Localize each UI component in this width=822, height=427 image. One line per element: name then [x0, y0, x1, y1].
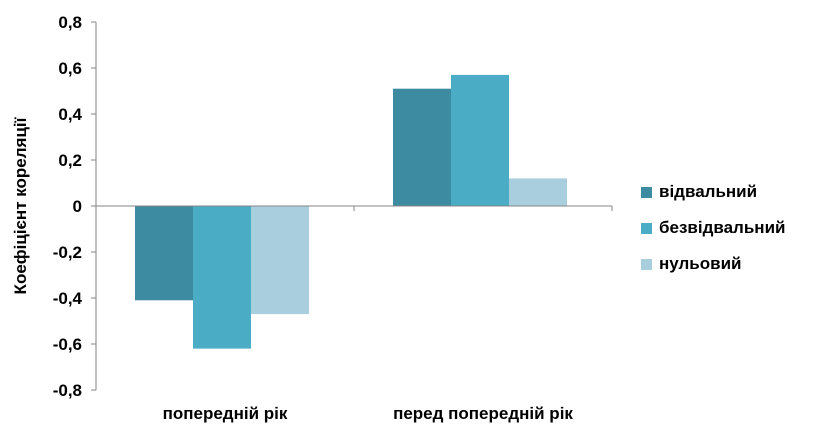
x-axis: попередній рік перед попередній рік	[95, 205, 613, 423]
y-tick-label: 0,8	[58, 13, 82, 32]
bar-1-1	[135, 206, 193, 301]
y-axis-label: Коефіцієнт кореляції	[11, 116, 30, 294]
bar-2-2	[451, 74, 509, 207]
y-tick-label: 0,4	[58, 105, 82, 124]
legend-label: відвальний	[659, 182, 758, 201]
y-tick-label: -0,2	[53, 243, 82, 262]
legend-item-series-1: відвальний	[641, 174, 785, 210]
y-axis: -0,8 -0,6 -0,4 -0,2 0 0,2 0,4 0,6 0,8	[53, 13, 97, 400]
legend-swatch	[641, 258, 652, 270]
category-label: попередній рік	[163, 404, 288, 423]
bar-3-1	[251, 206, 309, 315]
y-tick-label: -0,6	[53, 335, 82, 354]
legend-label: нульовий	[659, 254, 742, 273]
legend-swatch	[641, 186, 652, 198]
category-label: перед попередній рік	[393, 404, 573, 423]
bar-2-1	[193, 206, 251, 349]
legend-item-series-3: нульовий	[641, 246, 785, 282]
y-tick-label: 0	[73, 197, 82, 216]
legend: відвальний безвідвальний нульовий	[641, 174, 785, 282]
y-tick-label: -0,8	[53, 381, 82, 400]
legend-swatch	[641, 222, 652, 234]
y-tick-label: 0,6	[58, 59, 82, 78]
bars	[135, 74, 567, 349]
legend-item-series-2: безвідвальний	[641, 210, 785, 246]
y-tick-label: -0,4	[53, 289, 83, 308]
legend-label: безвідвальний	[659, 218, 786, 237]
y-tick-label: 0,2	[58, 151, 82, 170]
bar-1-2	[393, 88, 451, 206]
bar-3-2	[509, 178, 567, 206]
